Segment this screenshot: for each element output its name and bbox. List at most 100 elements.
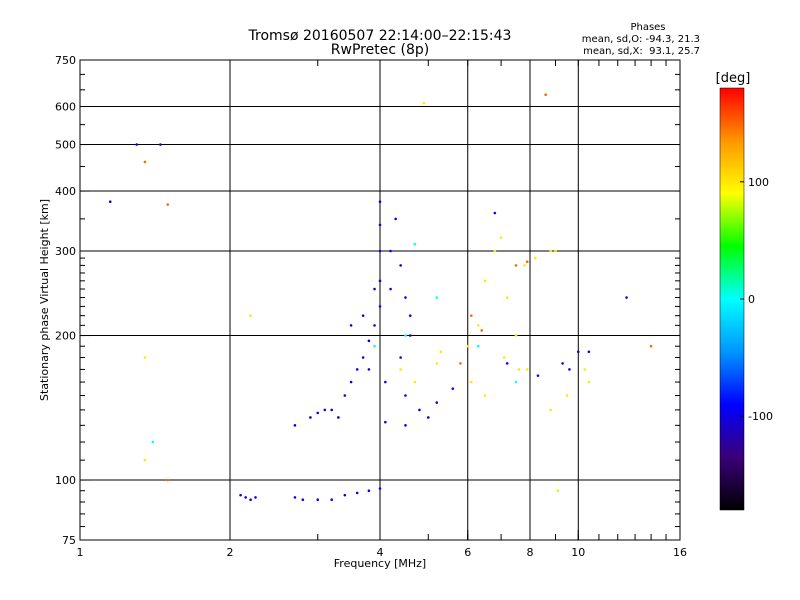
y-tick-label: 750 — [55, 54, 76, 67]
data-point — [514, 334, 518, 337]
data-point — [373, 287, 376, 291]
data-point — [549, 249, 552, 253]
data-point — [378, 305, 382, 308]
data-point — [399, 264, 402, 267]
data-point — [367, 368, 371, 371]
data-point — [378, 487, 382, 490]
data-point — [316, 498, 320, 501]
data-point — [583, 368, 586, 371]
data-point — [389, 249, 392, 253]
data-point — [451, 387, 455, 390]
x-tick-label: 16 — [673, 546, 687, 559]
data-point — [323, 408, 327, 412]
data-point — [625, 296, 628, 299]
data-point — [384, 380, 387, 384]
data-point — [525, 260, 529, 264]
data-point — [576, 350, 580, 354]
data-point — [404, 424, 407, 427]
data-point — [159, 143, 162, 146]
data-point — [408, 314, 412, 317]
data-point — [355, 368, 359, 371]
y-tick-label: 500 — [55, 139, 76, 152]
data-point — [249, 314, 252, 317]
data-point — [404, 334, 407, 337]
data-point — [349, 380, 353, 384]
data-point — [534, 256, 537, 260]
chart-title: Tromsø 20160507 22:14:00–22:15:43 — [248, 28, 512, 44]
data-point — [408, 334, 412, 337]
data-point — [293, 496, 297, 499]
data-point — [426, 416, 430, 419]
y-tick-label: 300 — [55, 245, 76, 258]
data-point — [316, 411, 320, 415]
y-tick-label: 100 — [55, 474, 76, 487]
data-point — [389, 287, 392, 291]
data-point — [399, 368, 402, 371]
colorbar-tick-label: 0 — [748, 293, 755, 306]
data-point — [525, 368, 529, 371]
data-point — [435, 362, 439, 365]
data-point — [293, 424, 297, 427]
data-point — [378, 279, 382, 283]
data-point — [254, 496, 257, 499]
data-point — [361, 356, 365, 359]
y-axis-ticks: 75 100 200 300 400 500 600 750 — [55, 54, 680, 547]
x-tick-label: 4 — [377, 546, 384, 559]
colorbar-tick-label: 100 — [748, 176, 769, 189]
data-point — [466, 344, 470, 348]
data-point — [493, 211, 497, 215]
data-point — [373, 324, 376, 327]
data-point — [355, 491, 359, 495]
x-tick-label: 1 — [77, 546, 84, 559]
data-point — [536, 374, 540, 377]
data-point — [166, 478, 170, 482]
data-point — [143, 458, 147, 462]
data-point — [394, 217, 397, 221]
data-point — [477, 344, 480, 348]
data-point — [587, 350, 591, 354]
data-point — [349, 324, 353, 327]
data-point — [143, 356, 147, 359]
data-point — [404, 394, 407, 397]
data-point — [587, 380, 591, 384]
data-point — [505, 362, 509, 365]
data-point — [493, 249, 497, 253]
y-tick-label: 200 — [55, 330, 76, 343]
data-point — [373, 344, 376, 348]
data-point — [544, 93, 547, 96]
data-point — [514, 380, 518, 384]
data-point — [301, 498, 305, 501]
data-point — [523, 264, 526, 267]
data-point — [343, 394, 347, 397]
x-tick-label: 2 — [227, 546, 234, 559]
data-point — [549, 408, 552, 412]
data-point — [367, 489, 371, 493]
data-point — [337, 416, 340, 419]
data-point — [556, 489, 560, 493]
data-point — [330, 408, 334, 412]
data-point — [378, 223, 382, 227]
data-point — [477, 324, 480, 327]
data-point — [499, 236, 503, 239]
data-point — [470, 314, 473, 317]
data-point — [483, 279, 487, 283]
data-point — [244, 496, 247, 499]
data-points — [108, 93, 653, 501]
data-point — [439, 350, 443, 354]
data-point — [330, 498, 334, 501]
grid — [80, 60, 680, 540]
data-point — [309, 416, 312, 419]
data-point — [517, 368, 521, 371]
data-point — [143, 160, 147, 164]
data-point — [151, 440, 155, 444]
data-point — [413, 380, 417, 384]
data-point — [108, 200, 112, 204]
data-point — [470, 380, 473, 384]
colorbar-title: [deg] — [716, 71, 751, 86]
x-tick-label: 8 — [527, 546, 534, 559]
data-point — [554, 249, 557, 253]
data-point — [422, 101, 426, 105]
data-point — [514, 264, 518, 267]
stats-o-line: mean, sd,O: -94.3, 21.3 — [582, 34, 700, 45]
